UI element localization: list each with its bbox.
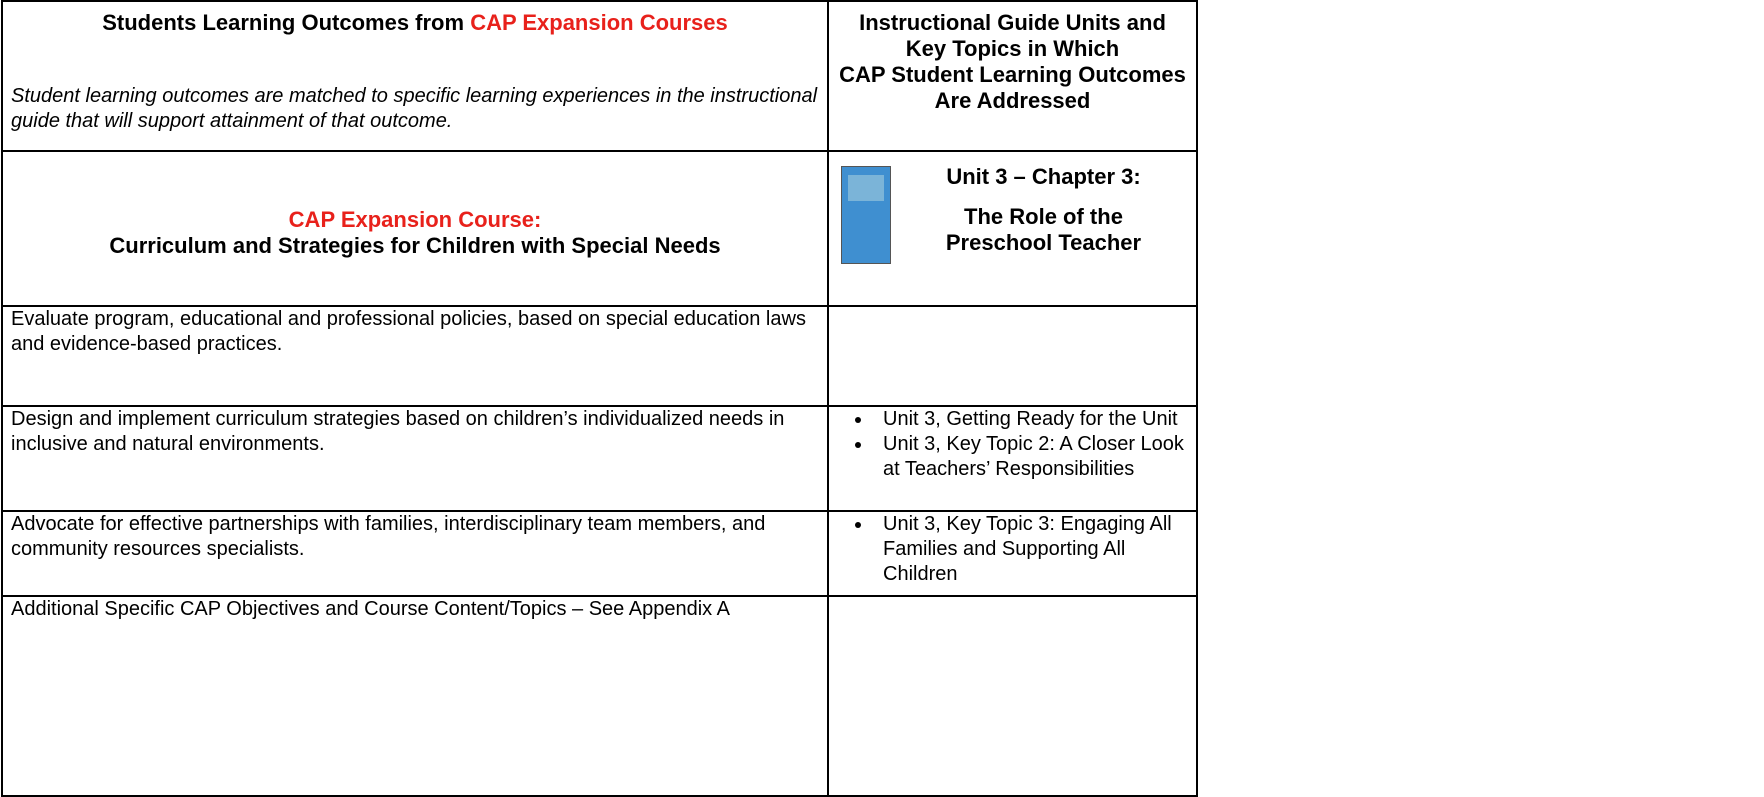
- right-title-line: Instructional Guide Units and: [859, 10, 1166, 35]
- outcome-text: Evaluate program, educational and profes…: [11, 308, 806, 355]
- topic-list: Unit 3, Getting Ready for the UnitUnit 3…: [837, 407, 1188, 482]
- outcome-text: Design and implement curriculum strategi…: [11, 408, 785, 455]
- title-prefix: Students Learning Outcomes from: [102, 10, 465, 35]
- course-cell: CAP Expansion Course: Curriculum and Str…: [1, 150, 829, 307]
- topic-item: Unit 3, Getting Ready for the Unit: [873, 407, 1188, 432]
- topic-item: Unit 3, Key Topic 2: A Closer Look at Te…: [873, 432, 1188, 482]
- chapter-cell: Unit 3 – Chapter 3: The Role of the Presc…: [827, 150, 1198, 307]
- right-title-line: Are Addressed: [934, 88, 1091, 113]
- title-highlight: CAP Expansion Courses: [470, 10, 728, 35]
- chapter-line: The Role of the: [964, 204, 1123, 229]
- outcome-row: Additional Specific CAP Objectives and C…: [1, 595, 1198, 797]
- outcome-cell: Advocate for effective partnerships with…: [1, 510, 829, 597]
- topics-cell: [827, 595, 1198, 797]
- left-title: Students Learning Outcomes from CAP Expa…: [11, 10, 819, 36]
- header-row: Students Learning Outcomes from CAP Expa…: [1, 0, 1198, 152]
- unit-title: Unit 3 – Chapter 3:: [946, 164, 1141, 189]
- topic-list: Unit 3, Key Topic 3: Engaging All Famili…: [837, 512, 1188, 587]
- outcome-cell: Additional Specific CAP Objectives and C…: [1, 595, 829, 797]
- course-name: Curriculum and Strategies for Children w…: [109, 232, 721, 258]
- topic-item: Unit 3, Key Topic 3: Engaging All Famili…: [873, 512, 1188, 587]
- outcome-cell: Evaluate program, educational and profes…: [1, 305, 829, 407]
- topics-cell: Unit 3, Getting Ready for the UnitUnit 3…: [827, 405, 1198, 512]
- right-title-line: Key Topics in Which: [905, 36, 1120, 61]
- outcome-text: Additional Specific CAP Objectives and C…: [11, 598, 730, 620]
- chapter-title: The Role of the Preschool Teacher: [899, 204, 1188, 256]
- outcomes-table: Students Learning Outcomes from CAP Expa…: [1, 0, 1198, 797]
- course-label: CAP Expansion Course:: [288, 206, 542, 232]
- left-note: Student learning outcomes are matched to…: [11, 85, 818, 132]
- topics-cell: [827, 305, 1198, 407]
- right-title-line: CAP Student Learning Outcomes: [839, 62, 1186, 87]
- book-cover: [841, 166, 891, 264]
- outcome-row: Advocate for effective partnerships with…: [1, 510, 1198, 597]
- header-right: Instructional Guide Units and Key Topics …: [827, 0, 1198, 152]
- outcome-row: Design and implement curriculum strategi…: [1, 405, 1198, 512]
- header-left: Students Learning Outcomes from CAP Expa…: [1, 0, 829, 152]
- outcome-row: Evaluate program, educational and profes…: [1, 305, 1198, 407]
- outcome-text: Advocate for effective partnerships with…: [11, 513, 766, 560]
- course-row: CAP Expansion Course: Curriculum and Str…: [1, 150, 1198, 307]
- outcome-cell: Design and implement curriculum strategi…: [1, 405, 829, 512]
- topics-cell: Unit 3, Key Topic 3: Engaging All Famili…: [827, 510, 1198, 597]
- chapter-line: Preschool Teacher: [945, 230, 1142, 255]
